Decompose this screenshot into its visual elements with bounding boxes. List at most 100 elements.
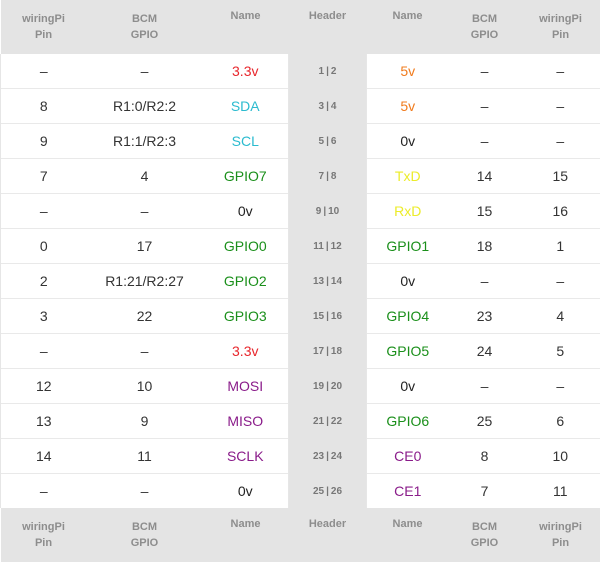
header-pins: 19|20 (289, 369, 367, 404)
wiringpi-pin-left: 2 (1, 264, 87, 299)
bcm-gpio-right: 7 (449, 474, 521, 509)
bcm-gpio-left: 11 (87, 439, 203, 474)
header-pin-even: 16 (331, 311, 342, 322)
header-pins: 5|6 (289, 124, 367, 159)
bcm-gpio-right: 14 (449, 159, 521, 194)
header-pin-even: 2 (331, 66, 337, 77)
bcm-gpio-right: 24 (449, 334, 521, 369)
bcm-gpio-left: R1:0/R2:2 (87, 89, 203, 124)
header-pins: 1|2 (289, 54, 367, 89)
header-pin-odd: 13 (313, 276, 324, 287)
col-footer-header: Header (289, 508, 367, 562)
header-pin-even: 6 (331, 136, 337, 147)
bcm-gpio-left: 4 (87, 159, 203, 194)
pin-name-left: GPIO7 (203, 159, 289, 194)
header-pin-separator: | (324, 136, 331, 147)
col-header-name-left: Name (203, 0, 289, 54)
pin-name-left: SCL (203, 124, 289, 159)
wiringpi-pin-right: 4 (521, 299, 600, 334)
header-pin-separator: | (324, 381, 331, 392)
header-pins: 11|12 (289, 229, 367, 264)
bcm-gpio-right: – (449, 89, 521, 124)
header-pin-separator: | (324, 171, 331, 182)
wiringpi-pin-left: 3 (1, 299, 87, 334)
wiringpi-pin-right: 10 (521, 439, 600, 474)
header-pin-even: 26 (331, 486, 342, 497)
header-pin-odd: 11 (313, 241, 324, 252)
header-pin-separator: | (324, 311, 331, 322)
wiringpi-pin-left: 14 (1, 439, 87, 474)
header-pins: 17|18 (289, 334, 367, 369)
pin-name-left: GPIO3 (203, 299, 289, 334)
header-pin-even: 22 (331, 416, 342, 427)
wiringpi-pin-left: – (1, 474, 87, 509)
pin-name-left: 3.3v (203, 334, 289, 369)
wiringpi-pin-right: 11 (521, 474, 600, 509)
bcm-gpio-right: – (449, 264, 521, 299)
bcm-gpio-left: 9 (87, 404, 203, 439)
header-pin-separator: | (324, 276, 331, 287)
header-pin-even: 10 (328, 206, 339, 217)
wiringpi-pin-left: 8 (1, 89, 87, 124)
bcm-gpio-left: R1:21/R2:27 (87, 264, 203, 299)
wiringpi-pin-left: – (1, 334, 87, 369)
pin-name-right: GPIO4 (367, 299, 449, 334)
wiringpi-pin-left: 7 (1, 159, 87, 194)
header-pin-odd: 23 (313, 451, 324, 462)
pin-name-right: 0v (367, 264, 449, 299)
bcm-gpio-right: 8 (449, 439, 521, 474)
wiringpi-pin-right: 16 (521, 194, 600, 229)
bcm-gpio-left: – (87, 474, 203, 509)
bcm-gpio-right: 18 (449, 229, 521, 264)
wiringpi-pin-left: – (1, 194, 87, 229)
header-pin-even: 20 (331, 381, 342, 392)
pin-name-right: CE0 (367, 439, 449, 474)
wiringpi-pin-right: – (521, 369, 600, 404)
bcm-gpio-left: 17 (87, 229, 203, 264)
pin-name-right: GPIO6 (367, 404, 449, 439)
header-pin-separator: | (324, 66, 331, 77)
bcm-gpio-right: 15 (449, 194, 521, 229)
wiringpi-pin-left: 13 (1, 404, 87, 439)
header-pins: 25|26 (289, 474, 367, 509)
wiringpi-pin-left: 0 (1, 229, 87, 264)
header-pins: 15|16 (289, 299, 367, 334)
bcm-gpio-right: – (449, 124, 521, 159)
pin-name-left: SDA (203, 89, 289, 124)
bcm-gpio-left: 22 (87, 299, 203, 334)
header-pin-even: 12 (331, 241, 342, 252)
header-pin-even: 14 (331, 276, 342, 287)
pin-name-left: MISO (203, 404, 289, 439)
wiringpi-pin-right: – (521, 264, 600, 299)
bcm-gpio-left: R1:1/R2:3 (87, 124, 203, 159)
wiringpi-pin-right: 6 (521, 404, 600, 439)
pin-name-right: GPIO5 (367, 334, 449, 369)
col-footer-name-right: Name (367, 508, 449, 562)
pin-name-right: CE1 (367, 474, 449, 509)
header-pin-odd: 17 (313, 346, 324, 357)
col-header-header: Header (289, 0, 367, 54)
header-pin-odd: 19 (313, 381, 324, 392)
pin-name-left: GPIO2 (203, 264, 289, 299)
header-pin-odd: 25 (313, 486, 324, 497)
header-pin-even: 24 (331, 451, 342, 462)
bcm-gpio-left: – (87, 334, 203, 369)
pin-name-right: RxD (367, 194, 449, 229)
wiringpi-pin-right: – (521, 89, 600, 124)
